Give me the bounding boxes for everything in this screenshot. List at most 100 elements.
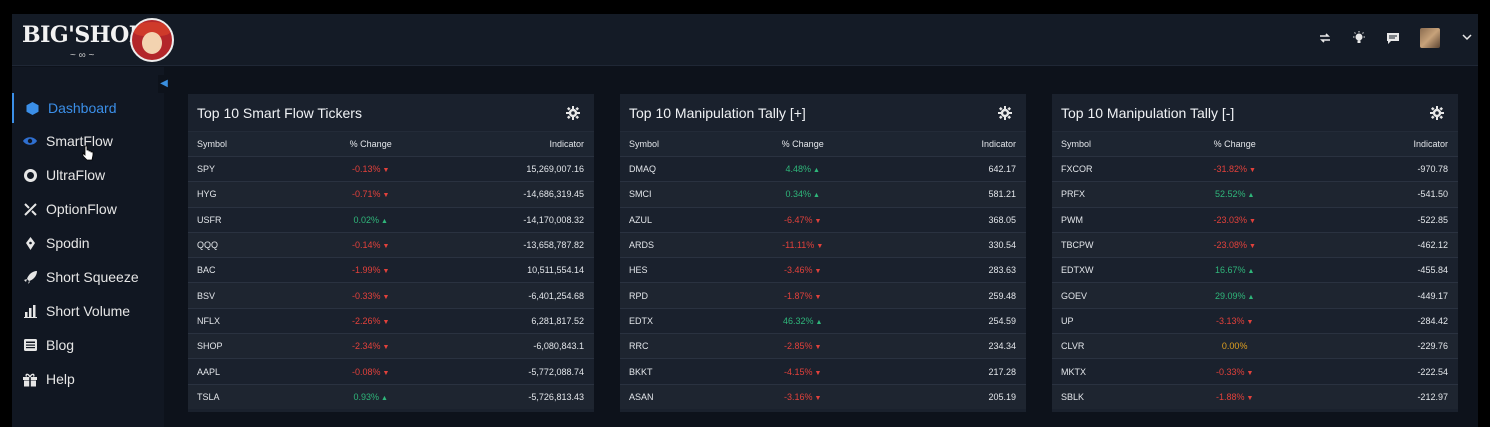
cell-symbol[interactable]: HYG	[197, 189, 217, 200]
table-row[interactable]: SPY -0.13% ▼ 15,269,007.16	[188, 156, 594, 182]
change-value: -31.82%	[1213, 164, 1247, 175]
sidebar-item-optionflow[interactable]: OptionFlow	[12, 194, 164, 224]
chat-icon[interactable]	[1386, 31, 1400, 45]
table-row[interactable]: BKKT -4.15% ▼ 217.28	[620, 358, 1026, 384]
table-row[interactable]: TSLA 0.93% ▲ -5,726,813.43	[188, 383, 594, 409]
sidebar-item-help[interactable]: Help	[12, 364, 164, 394]
table-row[interactable]: EDTX 46.32% ▲ 254.59	[620, 307, 1026, 334]
cell-indicator: 205.19	[988, 391, 1016, 402]
table-row[interactable]: PRFX 52.52% ▲ -541.50	[1052, 181, 1458, 207]
table-row[interactable]: USFR 0.02% ▲ -14,170,008.32	[188, 206, 594, 232]
cell-symbol[interactable]: BKKT	[629, 366, 653, 377]
cell-symbol[interactable]: USFR	[197, 214, 222, 225]
sidebar-item-smartflow[interactable]: SmartFlow	[12, 126, 164, 156]
table-row[interactable]: RPD -1.87% ▼ 259.48	[620, 282, 1026, 308]
table-header: Symbol % Change Indicator	[1052, 132, 1458, 156]
lightbulb-icon[interactable]	[1352, 31, 1366, 45]
column-header-symbol[interactable]: Symbol	[197, 139, 228, 149]
cell-symbol[interactable]: PRFX	[1061, 189, 1086, 200]
cell-symbol[interactable]: PWM	[1061, 214, 1083, 225]
chevron-down-icon[interactable]	[1460, 31, 1474, 45]
app-frame: BIG'SHORT ~ ∞ ~ ◀	[12, 14, 1478, 427]
gear-icon[interactable]	[998, 106, 1012, 120]
table-row[interactable]: DMAQ 4.48% ▲ 642.17	[620, 156, 1026, 182]
gear-icon[interactable]	[1430, 106, 1444, 120]
sidebar-item-ultraflow[interactable]: UltraFlow	[12, 160, 164, 190]
cell-indicator: 15,269,007.16	[526, 164, 584, 175]
table-row[interactable]: UP -3.13% ▼ -284.42	[1052, 307, 1458, 334]
change-value: -1.87%	[783, 290, 813, 301]
table-row[interactable]: FXCOR -31.82% ▼ -970.78	[1052, 156, 1458, 182]
gear-icon[interactable]	[566, 106, 580, 120]
table-row[interactable]: CLVR 0.00% -229.76	[1052, 333, 1458, 359]
table-row[interactable]: ASAN -3.16% ▼ 205.19	[620, 383, 1026, 409]
cell-symbol[interactable]: ASAN	[629, 391, 654, 402]
logo[interactable]: BIG'SHORT ~ ∞ ~	[22, 18, 174, 64]
cell-symbol[interactable]: TBCPW	[1061, 240, 1094, 251]
column-header-symbol[interactable]: Symbol	[629, 139, 660, 149]
cell-symbol[interactable]: SBLK	[1061, 391, 1085, 402]
cell-change: -4.15% ▼	[758, 367, 847, 377]
cell-indicator: -449.17	[1417, 290, 1448, 301]
table-row[interactable]: TBCPW -23.08% ▼ -462.12	[1052, 231, 1458, 258]
cell-symbol[interactable]: RPD	[629, 290, 649, 301]
cell-symbol[interactable]: AAPL	[197, 366, 221, 377]
cell-symbol[interactable]: CLVR	[1061, 341, 1085, 352]
column-header-change[interactable]: % Change	[349, 139, 392, 149]
cell-symbol[interactable]: EDTXW	[1061, 265, 1094, 276]
cell-symbol[interactable]: GOEV	[1061, 290, 1088, 301]
cell-symbol[interactable]: BSV	[197, 290, 216, 301]
user-avatar[interactable]	[1420, 28, 1440, 48]
cell-symbol[interactable]: ARDS	[629, 240, 655, 251]
table-row[interactable]: HYG -0.71% ▼ -14,686,319.45	[188, 181, 594, 207]
table-row[interactable]: NFLX -2.26% ▼ 6,281,817.52	[188, 307, 594, 334]
cell-symbol[interactable]: EDTX	[629, 315, 654, 326]
cell-symbol[interactable]: BAC	[197, 265, 216, 276]
table-row[interactable]: ARDS -11.11% ▼ 330.54	[620, 231, 1026, 258]
change-value: 4.48%	[785, 164, 811, 175]
cell-symbol[interactable]: MKTX	[1061, 366, 1087, 377]
table-row[interactable]: BSV -0.33% ▼ -6,401,254.68	[188, 282, 594, 308]
table-row[interactable]: PWM -23.03% ▼ -522.85	[1052, 206, 1458, 232]
cell-symbol[interactable]: AZUL	[629, 214, 653, 225]
transfer-icon[interactable]	[1318, 31, 1332, 45]
sidebar-item-short-volume[interactable]: Short Volume	[12, 296, 164, 326]
table-row[interactable]: HES -3.46% ▼ 283.63	[620, 257, 1026, 283]
cell-symbol[interactable]: TSLA	[197, 391, 220, 402]
table-row[interactable]: EDTXW 16.67% ▲ -455.84	[1052, 257, 1458, 283]
sidebar-item-short-squeeze[interactable]: Short Squeeze	[12, 262, 164, 292]
column-header-indicator[interactable]: Indicator	[1413, 139, 1448, 149]
cell-symbol[interactable]: DMAQ	[629, 164, 656, 175]
table-row[interactable]: SBLK -1.88% ▼ -212.97	[1052, 383, 1458, 409]
cell-symbol[interactable]: HES	[629, 265, 648, 276]
cell-indicator: -212.97	[1417, 391, 1448, 402]
change-value: -0.33%	[1215, 366, 1245, 377]
table-row[interactable]: SMCI 0.34% ▲ 581.21	[620, 181, 1026, 207]
column-header-change[interactable]: % Change	[1213, 139, 1256, 149]
sidebar-item-spodin[interactable]: Spodin	[12, 228, 164, 258]
cell-symbol[interactable]: SHOP	[197, 341, 223, 352]
column-header-change[interactable]: % Change	[781, 139, 824, 149]
column-header-indicator[interactable]: Indicator	[549, 139, 584, 149]
cell-symbol[interactable]: QQQ	[197, 240, 219, 251]
sidebar-item-dashboard[interactable]: Dashboard	[12, 93, 164, 123]
table-row[interactable]: BAC -1.99% ▼ 10,511,554.14	[188, 257, 594, 283]
cell-symbol[interactable]: NFLX	[197, 315, 221, 326]
column-header-indicator[interactable]: Indicator	[981, 139, 1016, 149]
table-row[interactable]: AZUL -6.47% ▼ 368.05	[620, 206, 1026, 232]
cell-symbol[interactable]: UP	[1061, 315, 1074, 326]
column-header-symbol[interactable]: Symbol	[1061, 139, 1092, 149]
cell-change: 29.09% ▲	[1190, 291, 1279, 301]
cell-symbol[interactable]: RRC	[629, 341, 649, 352]
cell-symbol[interactable]: SMCI	[629, 189, 652, 200]
table-row[interactable]: RRC -2.85% ▼ 234.34	[620, 333, 1026, 359]
table-row[interactable]: SHOP -2.34% ▼ -6,080,843.1	[188, 333, 594, 359]
table-row[interactable]: QQQ -0.14% ▼ -13,658,787.82	[188, 231, 594, 258]
sidebar-item-blog[interactable]: Blog	[12, 330, 164, 360]
collapse-sidebar-icon[interactable]: ◀	[158, 75, 170, 93]
cell-symbol[interactable]: SPY	[197, 164, 216, 175]
table-row[interactable]: MKTX -0.33% ▼ -222.54	[1052, 358, 1458, 384]
table-row[interactable]: GOEV 29.09% ▲ -449.17	[1052, 282, 1458, 308]
cell-symbol[interactable]: FXCOR	[1061, 164, 1093, 175]
table-row[interactable]: AAPL -0.08% ▼ -5,772,088.74	[188, 358, 594, 384]
